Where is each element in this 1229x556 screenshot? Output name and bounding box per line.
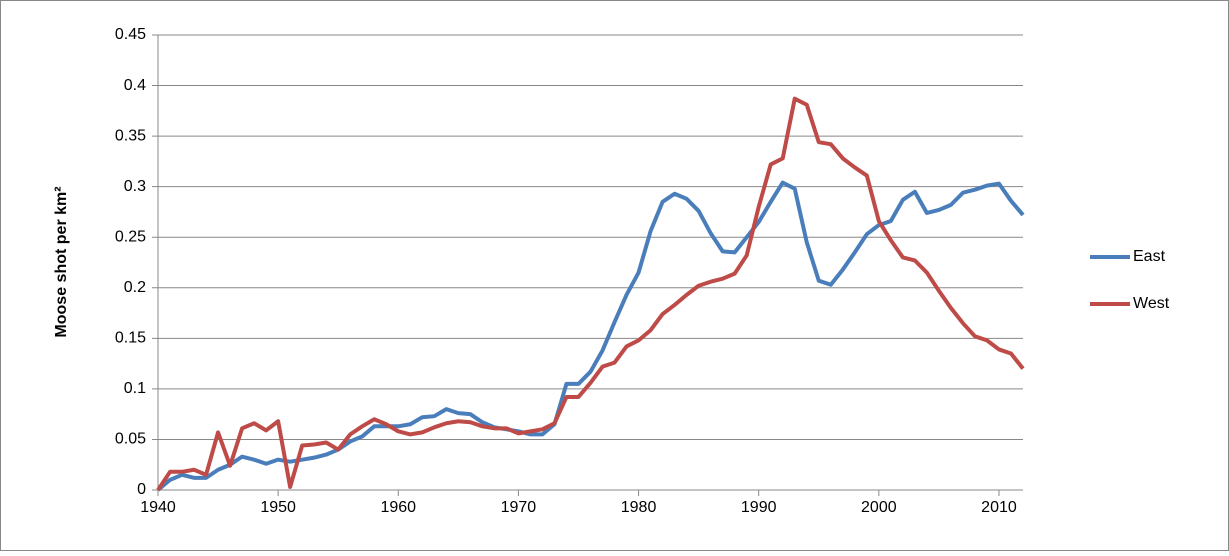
x-tick-label: 1960 [380, 499, 416, 516]
series-line [156, 180, 1025, 492]
y-tick-label: 0.3 [124, 178, 146, 195]
y-tick-label: 0 [137, 481, 146, 498]
x-tick-label: 1970 [501, 499, 537, 516]
y-axis-label: Moose shot per km² [53, 186, 70, 337]
y-tick-label: 0.4 [124, 77, 146, 94]
y-tick-label: 0.2 [124, 279, 146, 296]
x-tick-label: 2010 [981, 499, 1017, 516]
x-tick-label: 1940 [140, 499, 176, 516]
y-tick-label: 0.05 [115, 431, 146, 448]
y-tick-label: 0.45 [115, 26, 146, 43]
x-tick-label: 2000 [861, 499, 897, 516]
y-tick-label: 0.1 [124, 380, 146, 397]
y-tick-label: 0.35 [115, 127, 146, 144]
series-line [156, 96, 1025, 492]
legend-label: East [1133, 248, 1166, 265]
x-tick-label: 1990 [741, 499, 777, 516]
legend-label: West [1133, 295, 1170, 312]
x-tick-label: 1950 [260, 499, 296, 516]
x-tick-label: 1980 [621, 499, 657, 516]
y-tick-label: 0.15 [115, 330, 146, 347]
y-tick-label: 0.25 [115, 228, 146, 245]
